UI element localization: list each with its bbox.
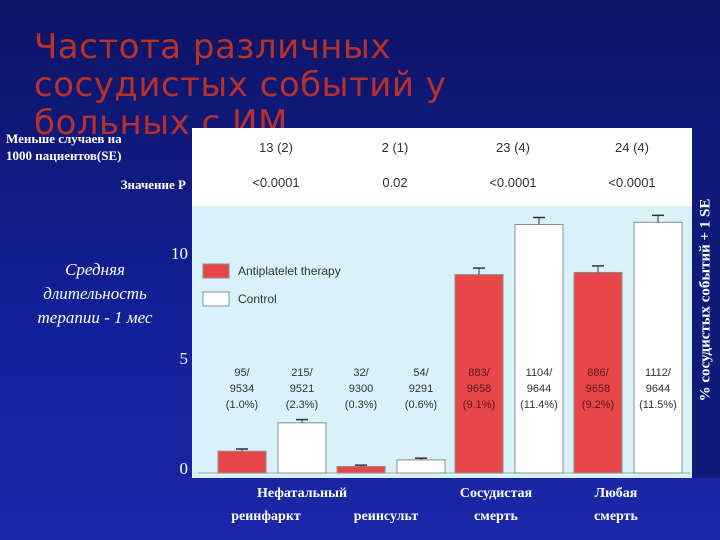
bar-value-label: 9658	[586, 383, 610, 395]
bar-value-label: (11.4%)	[520, 399, 558, 411]
x-label-group4-line2: смерть	[594, 509, 638, 524]
bar-value-label: 54/	[413, 367, 429, 379]
fewer-cases-value: 23 (4)	[496, 140, 530, 155]
bar-value-label: 9521	[290, 383, 314, 395]
y-tick-label: 10	[171, 244, 188, 263]
duration-line-1: Средняя	[65, 260, 125, 279]
legend-swatch-antiplatelet	[202, 263, 230, 279]
x-label-group3-line2: смерть	[474, 509, 518, 524]
fewer-cases-line-2: 1000 пациентов(SE)	[6, 148, 122, 163]
bar-value-label: 95/	[234, 367, 250, 379]
fewer-cases-line-1: Меньше случаев на	[6, 131, 122, 146]
p-value: <0.0001	[489, 175, 536, 190]
p-value-label: Значение P	[120, 177, 186, 192]
y-tick-label: 5	[179, 349, 189, 368]
bar-value-label: 883/	[468, 367, 490, 379]
control-bar	[396, 459, 446, 474]
bar-value-label: 215/	[291, 367, 313, 379]
legend-swatch-control	[202, 291, 230, 307]
p-value: <0.0001	[252, 175, 299, 190]
bar-value-label: 32/	[353, 367, 369, 379]
duration-line-3: терапии - 1 мес	[37, 308, 153, 327]
fewer-cases-value: 24 (4)	[615, 140, 649, 155]
right-axis-strip	[692, 128, 720, 478]
fewer-cases-value: 2 (1)	[382, 140, 409, 155]
bar-value-label: 886/	[587, 367, 609, 379]
antiplatelet-bar	[217, 450, 267, 474]
bar-value-label: 9534	[230, 383, 254, 395]
fewer-cases-label: Меньше случаев на 1000 пациентов(SE)	[6, 130, 188, 164]
bar-value-label: (11.5%)	[639, 399, 677, 411]
bar-value-label: 9291	[409, 383, 433, 395]
title-line-2: сосудистых событий у	[34, 65, 447, 105]
bar-value-label: 9658	[467, 383, 491, 395]
x-label-group2-line2: реинсульт	[353, 509, 419, 524]
control-bar	[277, 422, 327, 474]
bar-value-label: (0.6%)	[405, 399, 437, 411]
bar-value-label: (0.3%)	[345, 399, 377, 411]
fewer-cases-value: 13 (2)	[259, 140, 293, 155]
y-tick-label: 0	[179, 459, 189, 478]
x-label-group1-line1: Нефатальный	[256, 486, 348, 501]
p-value: <0.0001	[608, 175, 655, 190]
bar-value-label: (1.0%)	[226, 399, 258, 411]
bar-value-label: 1112/	[645, 367, 672, 379]
therapy-duration-note: Средняя длительность терапии - 1 мес	[0, 258, 190, 330]
antiplatelet-bar	[454, 274, 504, 474]
antiplatelet-bar	[336, 465, 386, 474]
bar-value-label: (2.3%)	[286, 399, 318, 411]
x-label-group4-line1: Любая	[594, 486, 638, 501]
x-label-group1-line2: реинфаркт	[231, 509, 301, 524]
bar-value-label: (9.1%)	[463, 399, 495, 411]
bar-value-label: 9300	[349, 383, 373, 395]
x-label-group3-line1: Сосудистая	[459, 486, 533, 501]
p-value: 0.02	[382, 175, 407, 190]
bar-value-label: 9644	[527, 383, 551, 395]
bar-value-label: (9.2%)	[582, 399, 614, 411]
bar-value-label: 1104/	[526, 367, 554, 379]
legend-label-control: Control	[238, 292, 277, 306]
antiplatelet-bar	[573, 271, 623, 474]
control-bar	[633, 221, 683, 474]
bar-value-label: 9644	[646, 383, 670, 395]
legend-label-antiplatelet: Antiplatelet therapy	[238, 264, 341, 278]
title-line-1: Частота различных	[34, 27, 391, 67]
duration-line-2: длительность	[43, 284, 147, 303]
slide-title: Частота различных сосудистых событий у б…	[34, 28, 634, 142]
control-bar	[514, 223, 564, 474]
